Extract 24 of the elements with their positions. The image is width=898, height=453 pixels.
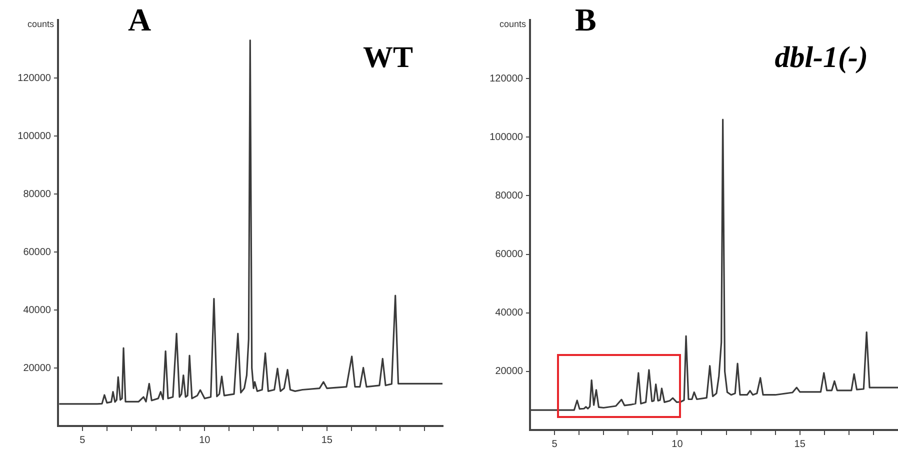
chart-title: A [128, 1, 152, 38]
y-tick-label: 40000 [495, 308, 524, 319]
x-tick-label: 15 [321, 434, 333, 446]
y-tick-label: 60000 [495, 249, 524, 260]
y-tick-label: 20000 [495, 366, 524, 378]
x-tick-label: 5 [80, 434, 86, 446]
x-tick-label: 15 [794, 438, 806, 450]
y-tick-label: 120000 [18, 72, 52, 84]
y-tick-label: 40000 [23, 304, 52, 316]
y-tick-label: 80000 [23, 188, 52, 200]
y-axis-title: counts [499, 18, 526, 29]
y-axis-title: counts [27, 18, 54, 29]
x-tick-label: 10 [199, 434, 211, 446]
annotation: WT [362, 40, 413, 74]
annotation: dbl-1(-) [774, 40, 868, 74]
y-tick-label: 120000 [490, 73, 524, 84]
y-tick-label: 80000 [495, 190, 524, 202]
y-tick-label: 100000 [18, 130, 52, 142]
y-tick-label: 60000 [23, 246, 52, 258]
chart-title: B [575, 1, 596, 38]
y-tick-label: 20000 [23, 362, 52, 374]
y-tick-label: 100000 [490, 132, 524, 143]
x-tick-label: 10 [672, 438, 684, 450]
x-tick-label: 5 [552, 438, 558, 450]
